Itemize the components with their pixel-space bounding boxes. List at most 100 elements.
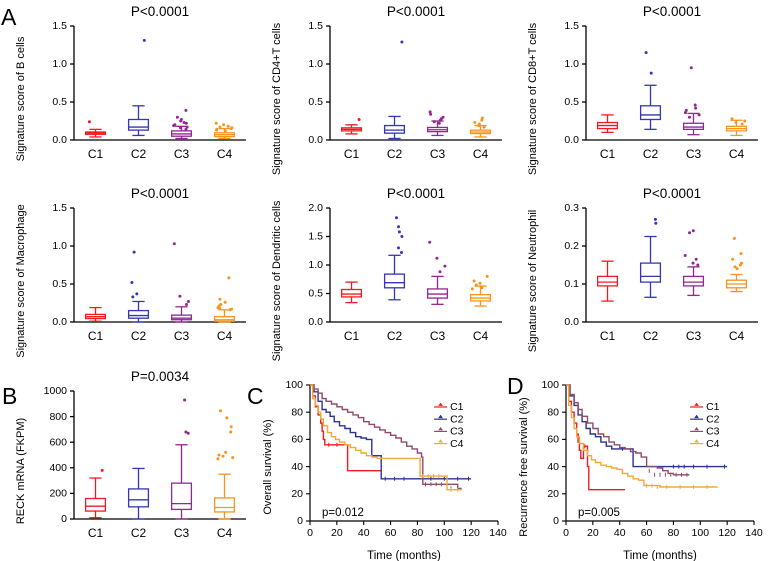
svg-text:1.5: 1.5 [52,202,67,214]
svg-text:800: 800 [49,411,67,423]
svg-text:C1: C1 [706,401,720,413]
svg-text:100: 100 [692,527,710,539]
svg-text:100: 100 [436,527,454,539]
svg-text:C4: C4 [217,329,233,343]
svg-text:C4: C4 [473,147,489,161]
svg-text:0.5: 0.5 [308,288,323,300]
svg-text:0.0: 0.0 [564,316,579,328]
svg-text:100: 100 [285,379,303,391]
svg-text:C3: C3 [430,147,446,161]
svg-text:C2: C2 [706,413,720,425]
svg-text:1.0: 1.0 [308,259,323,271]
svg-text:P<0.0001: P<0.0001 [131,186,189,201]
svg-text:C3: C3 [706,426,720,438]
svg-text:60: 60 [547,434,559,446]
svg-text:1.0: 1.0 [52,240,67,252]
svg-text:1.0: 1.0 [52,58,67,70]
svg-text:C3: C3 [686,147,702,161]
svg-text:120: 120 [462,527,480,539]
svg-text:0: 0 [61,513,67,525]
svg-text:Signature score of CD4+T cells: Signature score of CD4+T cells [271,22,283,175]
svg-text:RECK mRNA (FKPM): RECK mRNA (FKPM) [15,418,27,524]
svg-text:C1: C1 [88,147,104,161]
svg-text:80: 80 [668,527,680,539]
svg-text:C4: C4 [729,147,745,161]
svg-text:C2: C2 [131,526,147,540]
svg-text:140: 140 [489,527,507,539]
svg-text:0.5: 0.5 [308,96,323,108]
svg-text:1.0: 1.0 [308,58,323,70]
svg-text:0.0: 0.0 [52,134,67,146]
svg-text:Recurrence free survival (%): Recurrence free survival (%) [518,397,530,536]
svg-text:Overall survival (%): Overall survival (%) [262,419,274,514]
svg-text:Signature score of Macrophage: Signature score of Macrophage [15,204,27,357]
svg-text:0.0: 0.0 [308,134,323,146]
svg-text:Signature score of Neutrophil: Signature score of Neutrophil [527,210,539,352]
svg-text:C1: C1 [344,329,360,343]
svg-text:C2: C2 [131,329,147,343]
svg-text:80: 80 [291,406,303,418]
svg-text:0: 0 [563,527,569,539]
svg-text:1.5: 1.5 [308,231,323,243]
svg-text:0.5: 0.5 [564,96,579,108]
svg-text:p=0.012: p=0.012 [322,507,364,519]
svg-text:Signature score of Dendritic c: Signature score of Dendritic cells [271,200,283,361]
svg-text:C1: C1 [600,329,616,343]
svg-text:0.3: 0.3 [564,202,579,214]
svg-text:400: 400 [49,462,67,474]
svg-text:P<0.0001: P<0.0001 [643,4,701,19]
svg-text:20: 20 [547,488,559,500]
svg-text:Time (months): Time (months) [623,550,697,561]
svg-text:0.0: 0.0 [564,134,579,146]
svg-text:0.2: 0.2 [564,240,579,252]
svg-text:C1: C1 [88,329,104,343]
svg-text:C3: C3 [450,426,464,438]
svg-text:C4: C4 [729,329,745,343]
svg-text:C4: C4 [450,438,464,450]
svg-text:40: 40 [547,461,559,473]
svg-text:C2: C2 [131,147,147,161]
svg-text:Time (months): Time (months) [367,550,441,561]
svg-text:C2: C2 [450,413,464,425]
svg-text:C1: C1 [344,147,360,161]
svg-text:20: 20 [587,527,599,539]
svg-text:C2: C2 [387,147,403,161]
svg-text:C1: C1 [450,401,464,413]
svg-text:140: 140 [745,527,763,539]
svg-text:P<0.0001: P<0.0001 [643,186,701,201]
svg-text:120: 120 [718,527,736,539]
svg-text:40: 40 [358,527,370,539]
svg-text:80: 80 [412,527,424,539]
svg-text:0.5: 0.5 [52,278,67,290]
svg-text:60: 60 [641,527,653,539]
svg-text:0.1: 0.1 [564,278,579,290]
svg-text:40: 40 [291,461,303,473]
svg-text:1000: 1000 [44,385,68,397]
svg-text:1.5: 1.5 [308,20,323,32]
svg-text:2.0: 2.0 [308,202,323,214]
svg-text:0: 0 [307,527,313,539]
svg-text:C3: C3 [430,329,446,343]
svg-text:0.0: 0.0 [52,316,67,328]
svg-text:0.0: 0.0 [308,316,323,328]
svg-text:C2: C2 [643,147,659,161]
svg-text:60: 60 [291,434,303,446]
svg-text:600: 600 [49,436,67,448]
svg-text:C1: C1 [88,526,104,540]
svg-text:0: 0 [297,515,303,527]
svg-text:C3: C3 [174,147,190,161]
svg-text:40: 40 [614,527,626,539]
svg-text:C4: C4 [473,329,489,343]
svg-text:80: 80 [547,406,559,418]
svg-text:100: 100 [541,379,559,391]
svg-text:Signature score of CD8+T cells: Signature score of CD8+T cells [527,22,539,175]
svg-text:1.5: 1.5 [564,20,579,32]
svg-text:C4: C4 [217,526,233,540]
svg-text:60: 60 [385,527,397,539]
svg-text:C3: C3 [686,329,702,343]
svg-text:C4: C4 [706,438,720,450]
svg-text:20: 20 [331,527,343,539]
svg-text:C4: C4 [217,147,233,161]
svg-text:C3: C3 [174,329,190,343]
svg-text:P<0.0001: P<0.0001 [131,4,189,19]
